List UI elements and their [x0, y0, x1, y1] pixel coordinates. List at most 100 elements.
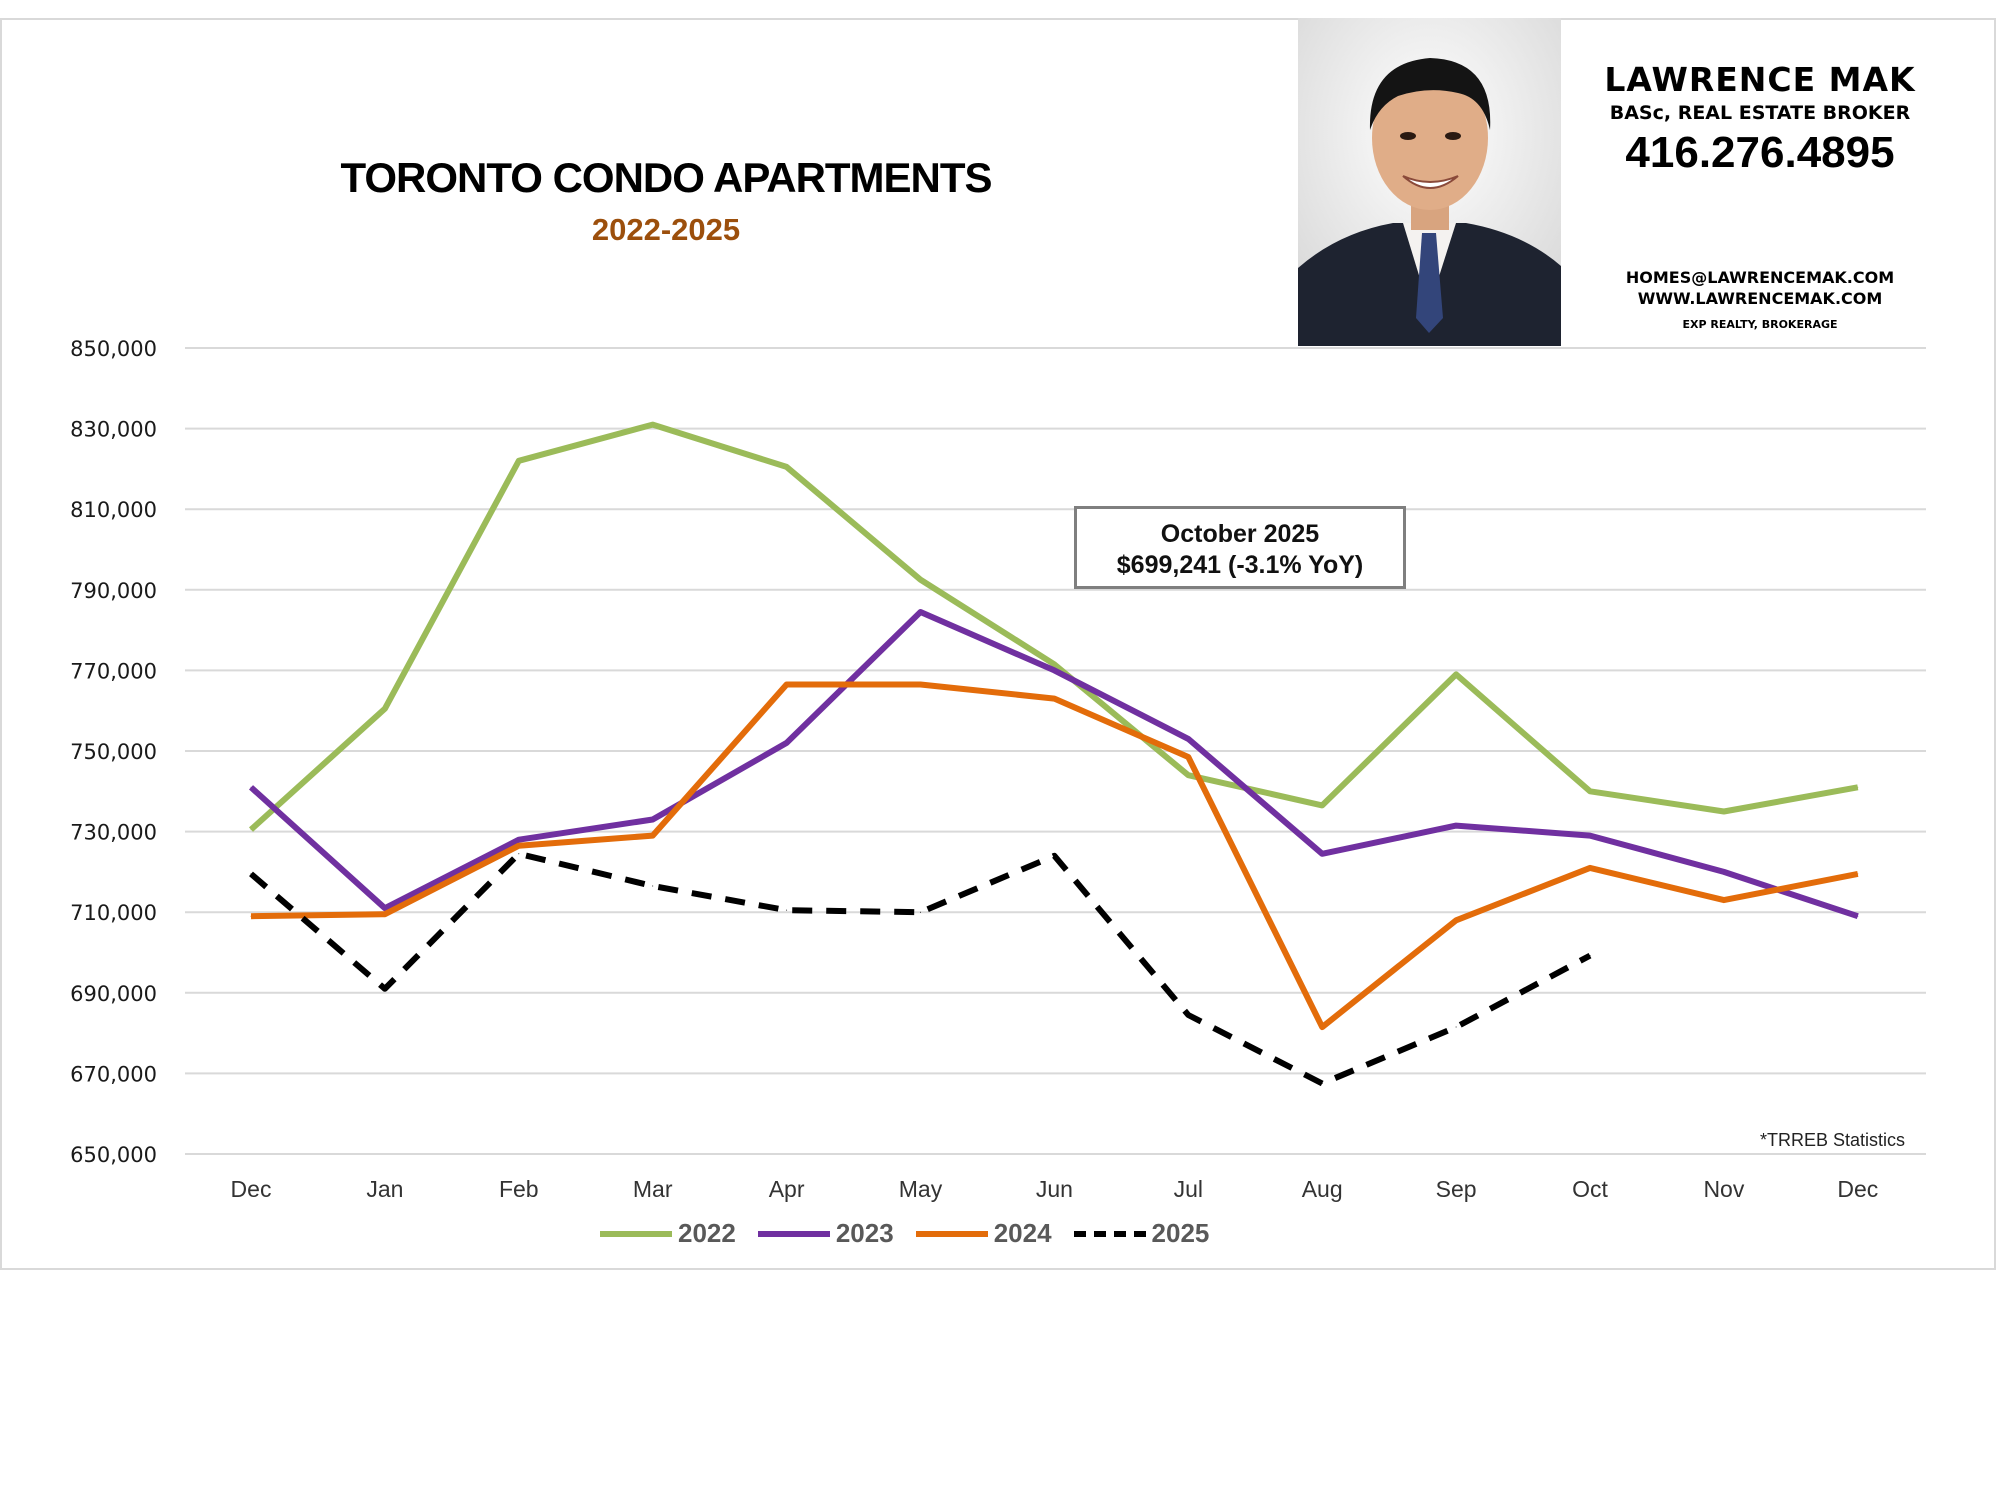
data-point-2024 [1321, 1026, 1323, 1028]
y-tick-label: 790,000 [70, 579, 157, 603]
data-point-2025 [1053, 855, 1055, 857]
legend-label-2025: 2025 [1151, 1218, 1210, 1248]
data-point-2023 [1321, 853, 1323, 855]
data-point-2025 [1321, 1082, 1323, 1084]
y-tick-label: 690,000 [70, 982, 157, 1006]
data-point-2022 [1187, 774, 1189, 776]
agent-credentials: BASc, REAL ESTATE BROKER [1609, 102, 1911, 124]
agent-website[interactable]: WWW.LAWRENCEMAK.COM [1637, 289, 1883, 308]
data-point-2022 [250, 829, 252, 831]
y-tick-label: 710,000 [70, 901, 157, 925]
data-point-2024 [518, 845, 520, 847]
y-tick-label: 830,000 [70, 418, 157, 442]
data-point-2025 [518, 853, 520, 855]
data-point-2022 [1053, 663, 1055, 665]
chart-frame [0, 18, 1996, 1270]
data-point-2025 [920, 911, 921, 913]
x-axis-ticks: Dec Jan Feb Mar Apr May Jun Jul Aug Sep Oct Nov Dec [231, 1176, 1879, 1202]
gridlines [185, 347, 1926, 1155]
data-point-2024 [1455, 919, 1457, 921]
data-point-2024 [786, 684, 788, 686]
data-point-2023 [384, 907, 386, 909]
callout-title: October 2025 [1160, 520, 1320, 548]
data-point-2022 [1455, 673, 1457, 675]
x-tick-label: May [899, 1176, 943, 1202]
callout-value: $699,241 (-3.1% YoY) [1116, 551, 1364, 579]
data-point-2025 [1589, 955, 1591, 957]
data-point-2023 [1857, 915, 1859, 917]
agent-phone[interactable]: 416.276.4895 [1625, 128, 1895, 177]
x-tick-label: Apr [769, 1176, 805, 1202]
data-point-2025 [786, 909, 788, 911]
data-point-2024 [1723, 899, 1725, 901]
x-tick-label: Aug [1302, 1176, 1343, 1202]
series-line-2025 [249, 850, 1592, 1087]
source-note: *TRREB Statistics [1759, 1130, 1905, 1150]
agent-email[interactable]: HOMES@LAWRENCEMAK.COM [1625, 268, 1895, 287]
x-tick-label: Dec [1837, 1176, 1878, 1202]
y-tick-label: 850,000 [70, 337, 157, 361]
y-tick-label: 750,000 [70, 740, 157, 764]
y-tick-label: 770,000 [70, 659, 157, 683]
agent-photo [1298, 18, 1561, 346]
series-lines [248, 421, 1859, 1087]
data-point-2022 [518, 460, 520, 462]
data-point-2022 [384, 708, 386, 710]
agent-portrait-icon [1298, 18, 1561, 346]
october-2025-callout: October 2025 $699,241 (-3.1% YoY) [1074, 506, 1406, 589]
data-point-2024 [250, 915, 252, 917]
data-point-2025 [384, 988, 386, 990]
data-point-2024 [1053, 698, 1055, 700]
x-tick-label: Feb [499, 1176, 539, 1202]
data-point-2024 [1589, 867, 1591, 869]
data-point-2024 [1187, 756, 1189, 758]
data-point-2022 [1589, 790, 1591, 792]
data-point-2025 [652, 885, 654, 887]
y-tick-label: 650,000 [70, 1143, 157, 1167]
data-point-2024 [1857, 873, 1859, 875]
data-point-2023 [1723, 871, 1725, 873]
legend-swatch-2024 [915, 1230, 988, 1237]
legend-swatch-2023 [757, 1230, 830, 1237]
data-point-2023 [1187, 738, 1189, 740]
data-point-2023 [1053, 669, 1055, 671]
series-line-2022 [248, 421, 1859, 832]
data-point-2025 [1187, 1014, 1189, 1016]
data-point-2025 [250, 873, 252, 875]
y-tick-label: 730,000 [70, 821, 157, 845]
chart-subtitle: 2022-2025 [591, 212, 741, 247]
x-tick-label: Sep [1436, 1176, 1477, 1202]
legend: 2022 2023 2024 2025 [600, 1218, 1209, 1249]
data-point-2023 [920, 611, 921, 613]
data-point-2023 [1455, 825, 1457, 827]
data-point-2023 [250, 786, 252, 788]
data-point-2023 [786, 742, 788, 744]
x-tick-label: Jan [366, 1176, 403, 1202]
x-tick-label: Nov [1703, 1176, 1744, 1202]
legend-label-2023: 2023 [835, 1218, 894, 1248]
series-line-2023 [248, 609, 1859, 920]
legend-label-2024: 2024 [993, 1218, 1052, 1248]
legend-item-2024[interactable]: 2024 [915, 1218, 1052, 1249]
legend-item-2025[interactable]: 2025 [1073, 1218, 1210, 1249]
chart-title: TORONTO CONDO APARTMENTS [340, 154, 992, 201]
x-tick-label: Jul [1174, 1176, 1203, 1202]
legend-swatch-2022 [600, 1230, 672, 1237]
legend-label-2022: 2022 [678, 1218, 736, 1248]
data-point-2022 [920, 579, 921, 581]
x-tick-label: Mar [633, 1176, 673, 1202]
data-point-2024 [920, 684, 921, 686]
legend-swatch-2025 [1073, 1230, 1146, 1237]
data-point-2024 [652, 835, 654, 837]
data-point-2022 [786, 466, 788, 468]
data-point-2022 [1723, 810, 1725, 812]
data-point-2022 [1857, 786, 1859, 788]
agent-name: LAWRENCE MAK [1604, 60, 1916, 99]
y-axis-ticks: 650,000 670,000 690,000 710,000 730,000 750,0… [70, 337, 157, 1167]
x-tick-label: Oct [1572, 1176, 1608, 1202]
legend-item-2023[interactable]: 2023 [757, 1218, 894, 1249]
data-point-2025 [1455, 1026, 1457, 1028]
legend-item-2022[interactable]: 2022 [600, 1218, 736, 1249]
data-point-2023 [652, 819, 654, 821]
